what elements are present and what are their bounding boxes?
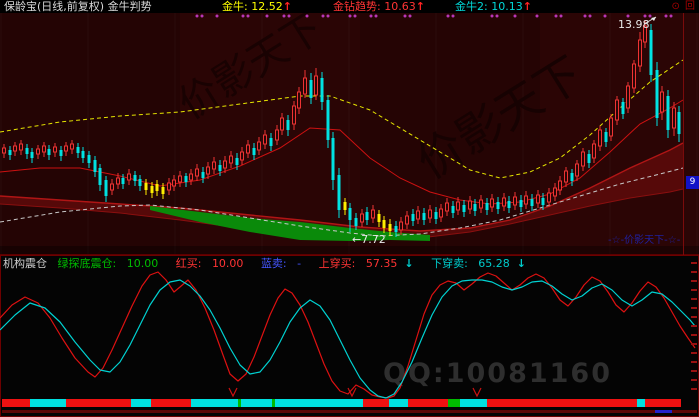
up-arrow-icon: ↑: [282, 0, 292, 13]
header-item-redbuy: 红买: 10.00: [175, 257, 244, 270]
header-item-green: 绿探底震仓: 10.00: [57, 257, 159, 270]
svg-text:价影天下: 价影天下: [407, 46, 592, 189]
sub-indicator-name[interactable]: 机构震仓: [3, 257, 47, 270]
low-annotation: ←7.72: [352, 233, 386, 246]
qq-watermark: QQ:10081160: [383, 358, 612, 389]
up-arrow-icon: ↑: [522, 0, 532, 13]
blue-watermark: -☆-价影天下-☆-: [608, 235, 681, 246]
header-item-bluesell: 蓝卖: -: [260, 257, 302, 270]
down-arrow-icon: ↓: [404, 257, 414, 270]
window-control-icons[interactable]: ⊙ 回: [671, 1, 696, 12]
indicator-jinniu2: 金牛2: 10.13↑: [455, 0, 532, 13]
chart-right-border: [683, 13, 684, 255]
chart-title: 保龄宝(日线,前复权) 金牛判势: [4, 0, 152, 13]
high-annotation: 13.98: [618, 18, 650, 31]
indicator-jinzuan: 金钻趋势: 10.63↑: [333, 0, 425, 13]
sub-panel-header: 机构震仓 绿探底震仓: 10.00 红买: 10.00 蓝卖: - 上穿买: 5…: [3, 258, 540, 270]
svg-text:价影天下: 价影天下: [171, 13, 331, 128]
down-arrow-icon: ↓: [516, 257, 527, 270]
price-axis-tag: 9: [686, 176, 699, 189]
header-item-crossup: 上穿买: 57.35 ↓: [318, 257, 414, 270]
oscillator-chart[interactable]: QQ:10081160: [0, 255, 699, 417]
header-item-crossdown: 下穿卖: 65.28 ↓: [431, 257, 527, 270]
up-arrow-icon: ↑: [415, 0, 425, 13]
indicator-jinniu: 金牛: 12.52↑: [222, 0, 292, 13]
indicator-top-bar: 保龄宝(日线,前复权) 金牛判势 金牛: 12.52↑ 金钻趋势: 10.63↑…: [0, 0, 699, 13]
